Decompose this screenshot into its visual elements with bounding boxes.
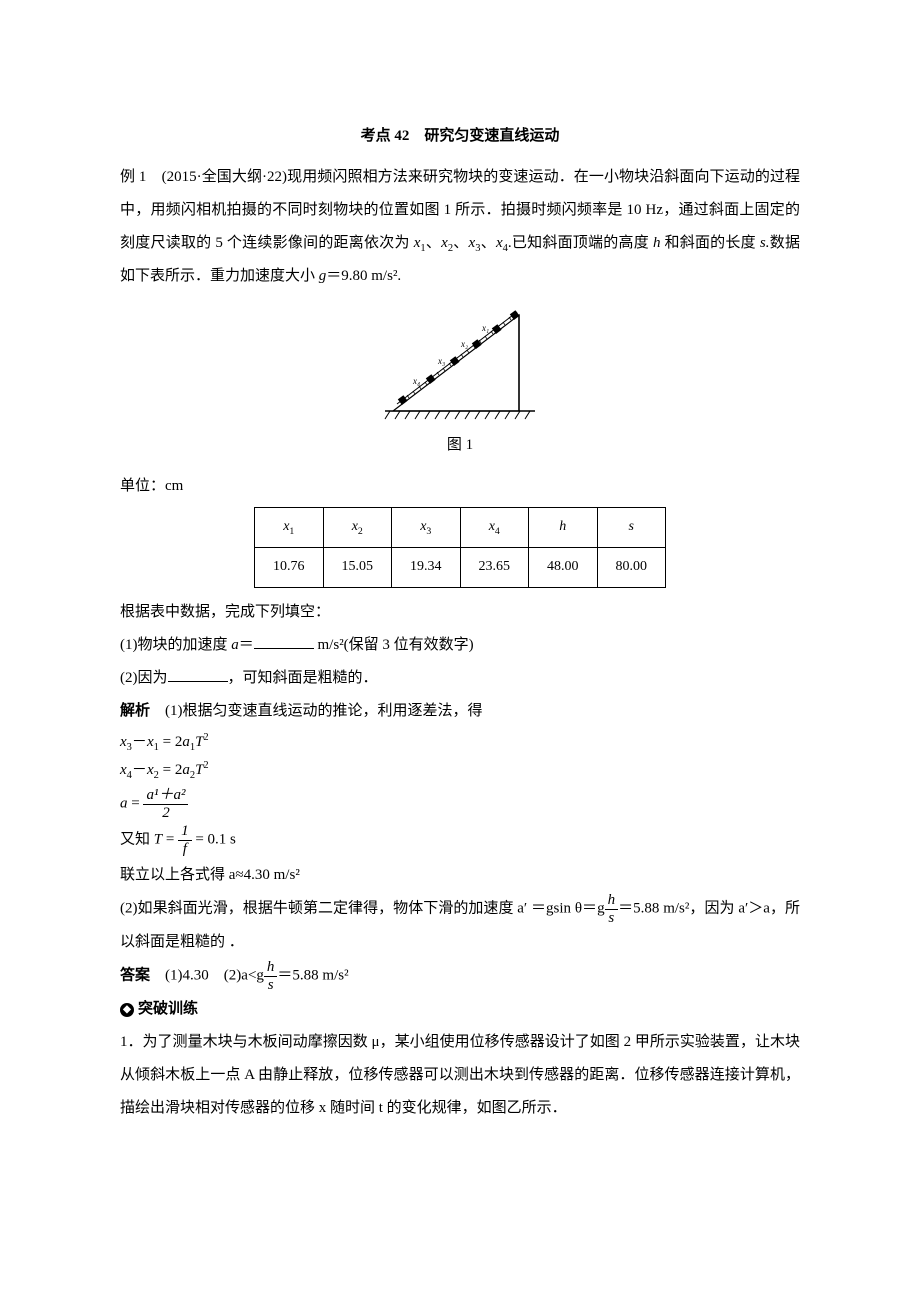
eq-var: x	[120, 762, 127, 778]
svg-text:x₃: x₃	[437, 356, 445, 366]
example-text-2: 已知斜面顶端的高度	[512, 235, 653, 251]
eq-var: a	[182, 762, 190, 778]
data-table: x1 x2 x3 x4 h s 10.76 15.05 19.34 23.65 …	[254, 507, 666, 588]
eq-sign: ＝	[239, 637, 254, 653]
blank-input[interactable]	[168, 667, 228, 682]
table-cell: 15.05	[323, 547, 392, 587]
denominator: s	[264, 977, 278, 994]
answer-label: 答案	[120, 968, 150, 984]
figure-1: x₄ x₃ x₂ x₁	[120, 301, 800, 421]
example-paragraph: 例 1 (2015·全国大纲·22)现用频闪照相方法来研究物块的变速运动．在一小…	[120, 161, 800, 293]
svg-text:x₄: x₄	[412, 376, 420, 386]
part2-a: (2)如果斜面光滑，根据牛顿第二定律得，物体下滑的加速度 a′ ＝gsin θ＝…	[120, 901, 605, 917]
q2-tail: ，可知斜面是粗糙的．	[228, 670, 378, 686]
denominator: f	[178, 841, 192, 858]
q2-label: (2)因为	[120, 670, 168, 686]
example-text-3: 和斜面的长度	[660, 235, 759, 251]
sub: 4	[127, 770, 132, 781]
breakthrough-text: 突破训练	[138, 1001, 198, 1017]
eq-var: a	[182, 734, 190, 750]
sub-4: 4	[503, 243, 508, 254]
page-title: 考点 42 研究匀变速直线运动	[120, 120, 800, 153]
example-source: (2015·全国大纲·22)	[162, 169, 287, 185]
solution-part2: (2)如果斜面光滑，根据牛顿第二定律得，物体下滑的加速度 a′ ＝gsin θ＝…	[120, 892, 800, 959]
table-cell: 10.76	[255, 547, 324, 587]
eq-var: x	[147, 762, 154, 778]
numerator: h	[264, 959, 278, 977]
table-cell: 19.34	[392, 547, 461, 587]
table-row: x1 x2 x3 x4 h s	[255, 508, 666, 548]
sub: 3	[127, 742, 132, 753]
question-1: (1)物块的加速度 a＝ m/s²(保留 3 位有效数字)	[120, 629, 800, 662]
sub: 2	[154, 770, 159, 781]
table-cell: 23.65	[460, 547, 529, 587]
table-header: x4	[460, 508, 529, 548]
svg-text:x₂: x₂	[460, 339, 468, 349]
eq-var: a	[120, 796, 128, 812]
sub-1: 1	[420, 243, 425, 254]
eq4-val: = 0.1 s	[195, 832, 236, 848]
bullet-icon: ◆	[120, 1003, 134, 1017]
equation-5: 联立以上各式得 a≈4.30 m/s²	[120, 859, 800, 892]
fraction: hs	[264, 959, 278, 993]
practice-text: 为了测量木块与木板间动摩擦因数 μ，某小组使用位移传感器设计了如图 2 甲所示实…	[120, 1034, 800, 1116]
sup: 2	[203, 760, 208, 771]
eq-lhs: x	[120, 734, 127, 750]
table-cell: 80.00	[597, 547, 666, 587]
solution-label: 解析	[120, 703, 150, 719]
practice-1: 1．为了测量木块与木板间动摩擦因数 μ，某小组使用位移传感器设计了如图 2 甲所…	[120, 1026, 800, 1125]
var-a: a	[231, 637, 239, 653]
equation-1: x3－x1 = 2a1T2	[120, 730, 800, 757]
equation-4: 又知 T = 1f = 0.1 s	[120, 823, 800, 857]
fill-prompt: 根据表中数据，完成下列填空：	[120, 596, 800, 629]
numerator: 1	[178, 823, 192, 841]
answer-2-post: ＝5.88 m/s²	[277, 968, 348, 984]
sup: 2	[203, 732, 208, 743]
sub-3: 3	[475, 243, 480, 254]
solution-intro: 解析 (1)根据匀变速直线运动的推论，利用逐差法，得	[120, 695, 800, 728]
eq-var: x	[147, 734, 154, 750]
blank-input[interactable]	[254, 634, 314, 649]
practice-num: 1．	[120, 1034, 143, 1050]
denominator: 2	[143, 805, 188, 822]
q1-label: (1)物块的加速度	[120, 637, 231, 653]
table-header: h	[529, 508, 598, 548]
table-header: x1	[255, 508, 324, 548]
vars-x: x	[441, 235, 448, 251]
g-value: ＝9.80 m/s².	[326, 268, 401, 284]
numerator: h	[605, 892, 619, 910]
question-2: (2)因为 ，可知斜面是粗糙的．	[120, 662, 800, 695]
svg-text:x₁: x₁	[481, 323, 489, 333]
eq-var: T	[154, 832, 162, 848]
fraction: 1f	[178, 823, 192, 857]
figure-1-caption: 图 1	[120, 429, 800, 462]
answer-2-pre: (2)a<g	[224, 968, 264, 984]
sub-2: 2	[448, 243, 453, 254]
breakthrough-heading: ◆ 突破训练	[120, 993, 800, 1026]
fraction: a¹＋a²2	[143, 787, 188, 821]
numerator: a¹＋a²	[143, 787, 188, 805]
example-label: 例 1	[120, 169, 146, 185]
table-header: x2	[323, 508, 392, 548]
vars-x: x	[496, 235, 503, 251]
table-row: 10.76 15.05 19.34 23.65 48.00 80.00	[255, 547, 666, 587]
solution-intro-text: (1)根据匀变速直线运动的推论，利用逐差法，得	[165, 703, 483, 719]
table-header: x3	[392, 508, 461, 548]
eq4-pre: 又知	[120, 832, 154, 848]
sub: 1	[154, 742, 159, 753]
equation-2: x4－x2 = 2a2T2	[120, 758, 800, 785]
q1-unit: m/s²(保留 3 位有效数字)	[314, 637, 474, 653]
incline-diagram: x₄ x₃ x₂ x₁	[375, 301, 545, 421]
denominator: s	[605, 910, 619, 927]
answer-line: 答案 (1)4.30 (2)a<ghs＝5.88 m/s²	[120, 959, 800, 993]
unit-label: 单位：cm	[120, 470, 800, 503]
equation-3: a = a¹＋a²2	[120, 787, 800, 821]
answer-1: (1)4.30	[165, 968, 209, 984]
fraction: hs	[605, 892, 619, 926]
table-cell: 48.00	[529, 547, 598, 587]
table-header: s	[597, 508, 666, 548]
